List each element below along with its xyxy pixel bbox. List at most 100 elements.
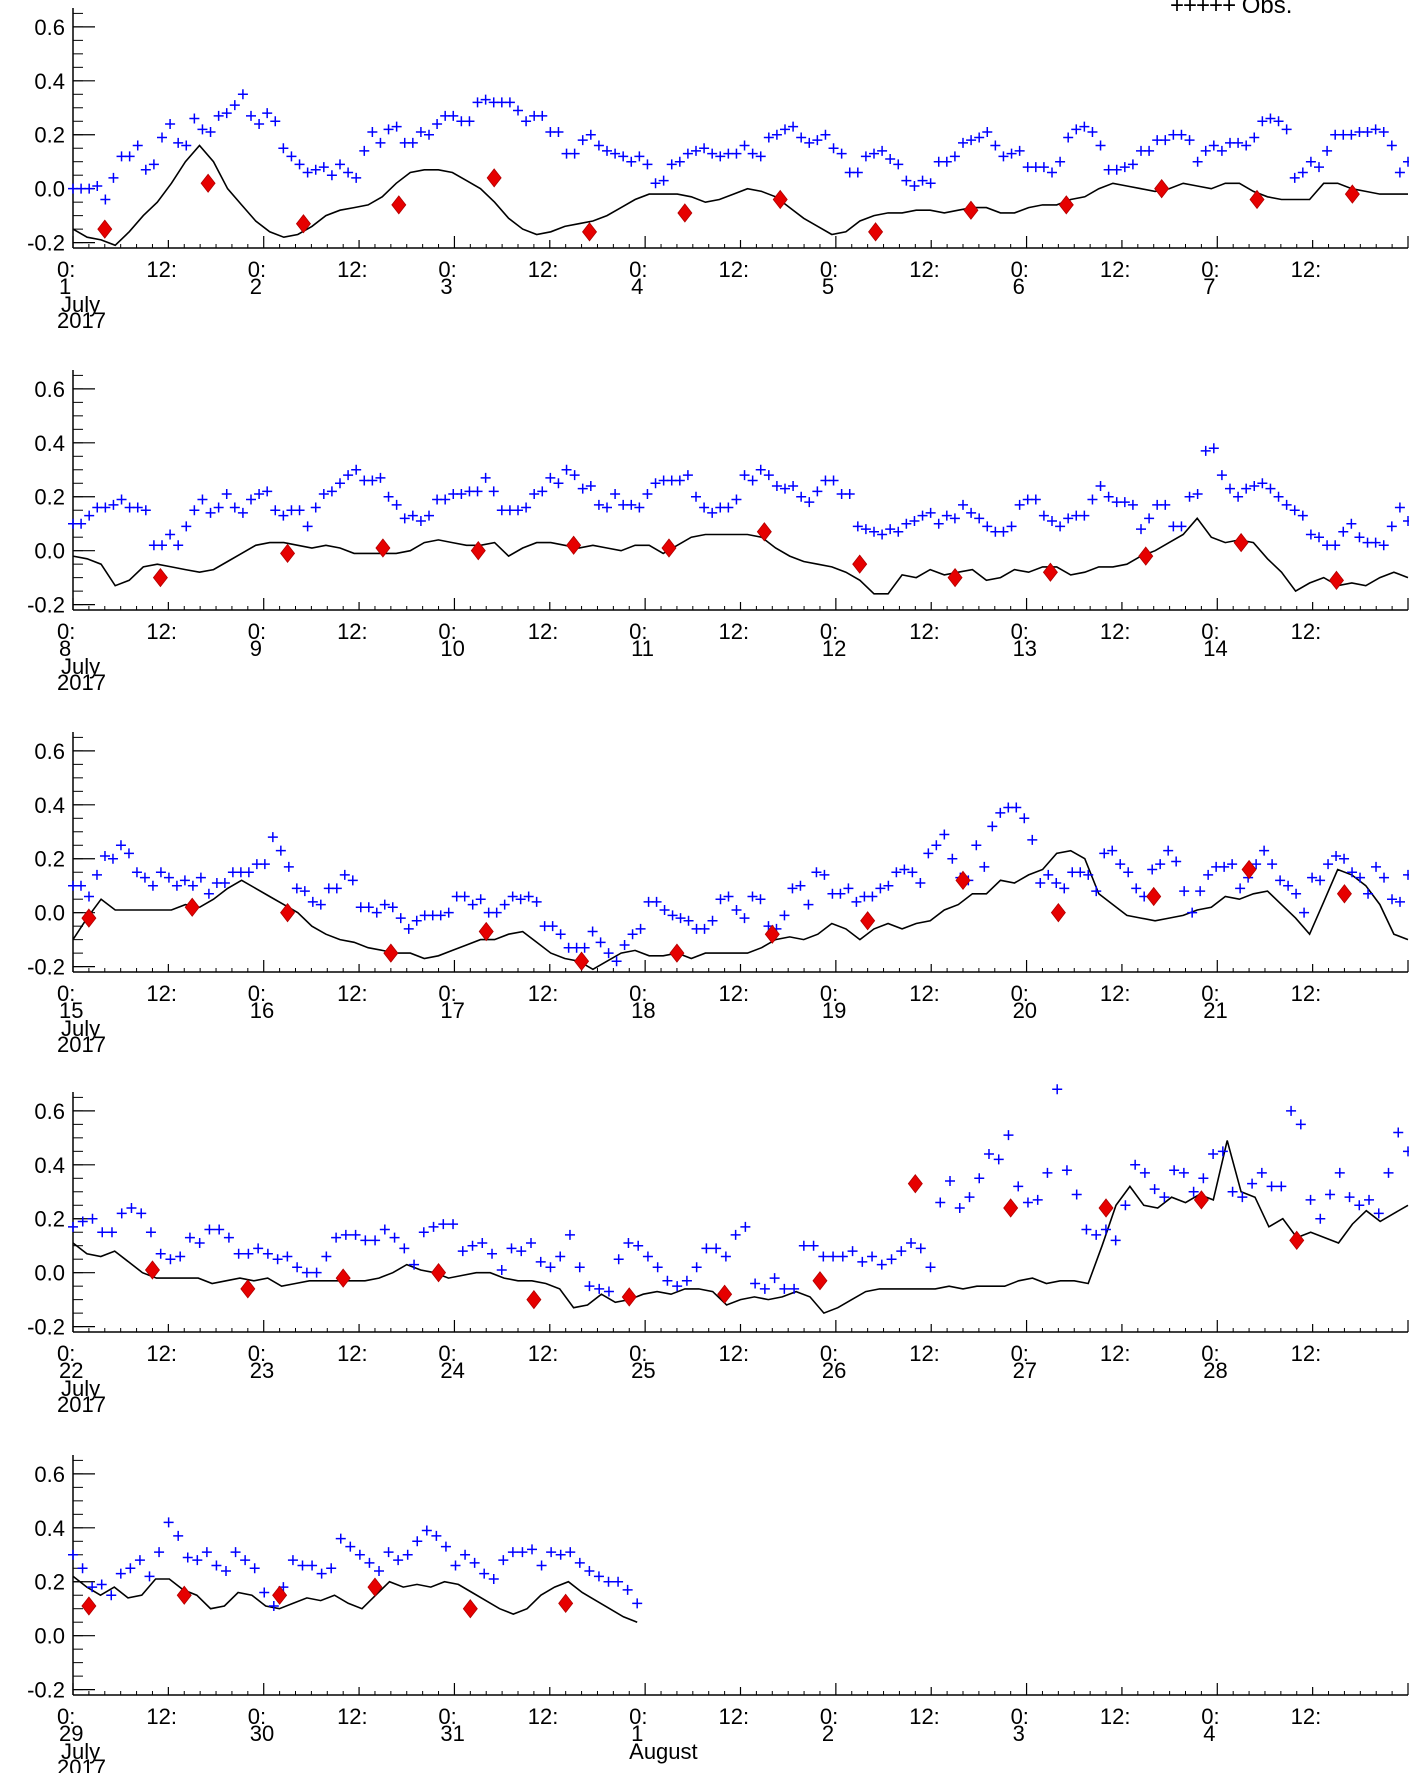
diamond-marker: [677, 203, 693, 223]
obs-point: [1291, 888, 1302, 899]
obs-point: [84, 510, 95, 521]
obs-point: [1030, 494, 1041, 505]
obs-point: [351, 464, 362, 475]
diamond-marker: [1042, 562, 1058, 582]
obs-point: [699, 923, 710, 934]
diamond-marker: [486, 168, 502, 188]
obs-point: [1379, 872, 1390, 883]
obs-point: [642, 489, 653, 500]
obs-point: [144, 1571, 155, 1582]
obs-point: [1047, 516, 1057, 527]
obs-point: [1047, 167, 1057, 178]
obs-point: [1315, 1213, 1326, 1224]
obs-point: [379, 1224, 390, 1235]
x-tick-label-hour: 0:: [1201, 619, 1219, 644]
obs-point: [1119, 497, 1130, 508]
obs-point: [847, 1246, 858, 1257]
x-tick-label-hour: 0:: [57, 1341, 75, 1366]
diamond-marker: [566, 535, 582, 555]
diamond-marker: [1154, 179, 1170, 199]
obs-point: [195, 872, 206, 883]
x-tick-label-hour: 0:: [629, 1704, 647, 1729]
x-month-label: July: [61, 1016, 100, 1041]
obs-point: [480, 94, 491, 105]
obs-point: [407, 137, 418, 148]
diamond-marker: [963, 200, 979, 220]
diamond-marker: [1336, 884, 1352, 904]
obs-point: [998, 526, 1009, 537]
obs-point: [674, 156, 685, 167]
obs-point: [935, 1197, 946, 1208]
obs-point: [1107, 845, 1118, 856]
obs-point: [480, 472, 491, 483]
obs-point: [610, 148, 621, 159]
x-tick-label-hour: 0:: [629, 619, 647, 644]
diamond-marker: [812, 1271, 828, 1291]
obs-point: [229, 502, 240, 513]
obs-point: [108, 172, 119, 183]
obs-point: [619, 940, 630, 951]
obs-point: [335, 478, 345, 489]
obs-point: [974, 513, 985, 524]
obs-point: [467, 1240, 478, 1251]
obs-point: [836, 148, 847, 159]
obs-point: [896, 1246, 907, 1257]
obs-point: [517, 1547, 528, 1558]
obs-point: [132, 140, 143, 151]
obs-point: [221, 108, 232, 119]
x-tick-label-noon: 12:: [146, 257, 177, 282]
obs-point: [134, 1555, 145, 1566]
obs-point: [99, 851, 110, 862]
diamond-marker: [295, 214, 311, 234]
obs-point: [731, 494, 742, 505]
obs-point: [1123, 867, 1134, 878]
x-month-label: July: [61, 1376, 100, 1401]
obs-point: [1289, 505, 1300, 516]
panel-1: 0.60.40.20.0-0.20:112: 0:212: 0:312: 0:412:…: [27, 8, 1409, 333]
obs-point: [982, 521, 993, 532]
diamond-marker: [526, 1289, 542, 1310]
obs-point: [779, 910, 790, 921]
x-tick-label-hour: 0:: [248, 1341, 266, 1366]
obs-point: [179, 875, 190, 886]
obs-point: [1052, 1084, 1063, 1095]
obs-point: [707, 148, 718, 159]
obs-point: [1042, 1167, 1053, 1178]
obs-point: [294, 159, 305, 170]
obs-point: [187, 880, 198, 891]
obs-point: [1014, 499, 1025, 510]
obs-point: [1370, 537, 1381, 548]
obs-point: [954, 1202, 965, 1213]
obs-point: [1289, 172, 1300, 183]
obs-point: [521, 116, 532, 127]
x-tick-label-day: 3: [440, 274, 452, 299]
obs-point: [387, 902, 398, 913]
obs-point: [820, 129, 831, 140]
obs-point: [472, 486, 483, 497]
obs-point: [1325, 1189, 1336, 1200]
obs-point: [979, 861, 990, 872]
obs-point: [731, 904, 742, 915]
diamond-marker: [860, 911, 876, 931]
x-tick-label-hour: 0:: [820, 1704, 838, 1729]
obs-point: [223, 1232, 234, 1243]
obs-point: [424, 510, 434, 521]
obs-point: [370, 1235, 381, 1246]
x-tick-label-day: 8: [59, 636, 71, 661]
obs-point: [851, 896, 862, 907]
obs-point: [564, 1229, 575, 1240]
obs-point: [1334, 1167, 1345, 1178]
y-tick-label: 0.4: [34, 1516, 65, 1541]
x-year-label: 2017: [57, 1032, 106, 1057]
obs-point: [545, 1262, 556, 1273]
diamond-marker: [335, 1268, 351, 1288]
obs-point: [804, 497, 815, 508]
obs-point: [339, 869, 350, 880]
obs-point: [1192, 156, 1203, 167]
obs-point: [1249, 480, 1260, 491]
obs-point: [282, 1251, 293, 1262]
x-tick-label-day: 2: [822, 1721, 834, 1746]
obs-point: [456, 489, 467, 500]
obs-point: [1371, 861, 1382, 872]
diamond-marker: [772, 189, 788, 210]
